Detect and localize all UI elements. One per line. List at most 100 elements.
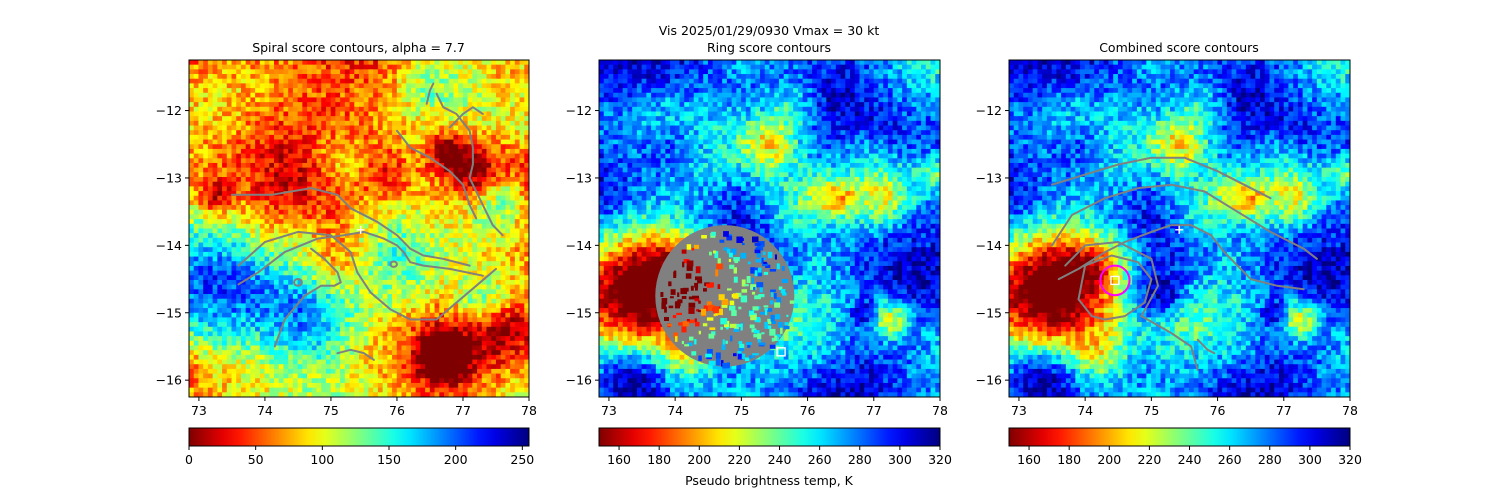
panel-3-title: Combined score contours — [1099, 40, 1259, 55]
ring-speckle — [767, 318, 772, 325]
colorbar-tick-label: 200 — [687, 452, 711, 467]
ring-speckle — [688, 302, 696, 308]
ring-speckle — [758, 342, 766, 346]
ring-speckle — [703, 305, 708, 312]
colorbar-tick-label: 220 — [727, 452, 751, 467]
x-tick-label: 76 — [1210, 403, 1226, 418]
x-tick-label: 75 — [323, 403, 339, 418]
ring-speckle — [738, 348, 745, 352]
ring-speckle — [722, 362, 727, 369]
ring-speckle — [776, 263, 780, 270]
ring-speckle — [786, 314, 789, 317]
panel-2-title: Ring score contours — [707, 40, 831, 55]
ring-speckle — [740, 295, 748, 303]
ring-speckle — [740, 252, 747, 259]
ring-speckle — [686, 265, 693, 271]
ring-speckle — [749, 324, 755, 329]
axes-frame — [188, 59, 530, 398]
ring-speckle — [766, 308, 773, 312]
ring-speckle — [746, 276, 751, 283]
ring-speckle — [769, 328, 776, 336]
y-tick-label: −14 — [976, 238, 1002, 253]
ring-speckle — [716, 263, 723, 270]
ring-speckle — [776, 297, 782, 304]
colorbar-tick-label: 0 — [185, 452, 193, 467]
ring-speckle — [694, 318, 697, 323]
ring-speckle — [757, 267, 762, 273]
ring-speckle — [762, 262, 768, 267]
ring-speckle — [729, 300, 735, 306]
center-circle — [1099, 264, 1131, 297]
ring-speckle — [695, 284, 698, 291]
colorbar — [598, 427, 941, 447]
ring-speckle — [754, 317, 761, 323]
ring-speckle — [717, 284, 721, 289]
ring-speckle — [712, 306, 719, 314]
ring-speckle — [770, 314, 775, 322]
ring-speckle — [729, 305, 736, 311]
x-tick-label: 75 — [1143, 403, 1159, 418]
contour-line — [237, 230, 497, 321]
ring-speckle — [683, 259, 690, 264]
ring-speckle — [687, 342, 693, 347]
contour-line — [230, 187, 471, 267]
x-tick-label: 74 — [667, 403, 683, 418]
ring-speckle — [733, 329, 740, 332]
ring-speckle — [781, 266, 785, 271]
colorbar-tick-label: 180 — [647, 452, 671, 467]
ring-speckle — [741, 353, 746, 360]
y-tick-label: −15 — [156, 305, 182, 320]
ring-speckle — [759, 285, 763, 293]
axes-frame — [598, 59, 941, 398]
ring-speckle — [774, 254, 777, 260]
ring-speckle — [736, 236, 743, 243]
ring-speckle — [670, 296, 674, 299]
ring-speckle — [706, 317, 714, 321]
ring-speckle — [721, 300, 729, 305]
ring-speckle — [769, 344, 776, 349]
ring-speckle — [708, 333, 715, 339]
contour-line — [1196, 338, 1216, 355]
y-tick-label: −16 — [976, 373, 1002, 388]
ring-speckle — [681, 249, 687, 254]
spiral-score-panel: 73 74 75 76 77 78 −12 −13 −14 −15 −16 0 50 100 150 200 2… — [156, 59, 537, 467]
ring-speckle — [660, 292, 664, 297]
ring-speckle — [789, 300, 795, 304]
colorbar-tick-label: 280 — [848, 452, 872, 467]
ring-speckle — [778, 286, 783, 290]
ring-speckle — [700, 308, 707, 316]
ring-speckle — [765, 264, 771, 268]
colorbar-2-label: Pseudo brightness temp, K — [685, 473, 854, 488]
ring-speckle — [748, 355, 753, 359]
y-tick-label: −14 — [566, 238, 592, 253]
colorbar-tick-label: 240 — [768, 452, 792, 467]
ring-speckle — [726, 235, 733, 241]
ring-speckle — [706, 349, 713, 356]
colorbar-tick-label: 150 — [377, 452, 401, 467]
y-tick-label: −15 — [976, 305, 1002, 320]
ring-speckle — [718, 294, 725, 301]
contour-line — [273, 247, 342, 348]
ring-speckle — [719, 239, 725, 243]
y-tick-label: −12 — [976, 103, 1002, 118]
ring-speckle — [751, 291, 756, 295]
ring-speckle — [747, 261, 751, 265]
ring-speckle — [751, 277, 754, 284]
ring-speckle — [687, 319, 695, 324]
ring-speckle — [721, 303, 728, 308]
ring-speckle — [771, 321, 777, 324]
ring-speckle — [756, 269, 762, 277]
ring-speckle — [734, 259, 738, 264]
ring-speckle — [752, 306, 759, 311]
y-tick-label: −16 — [566, 373, 592, 388]
colorbar-tick-label: 160 — [607, 452, 631, 467]
colorbar-tick-label: 320 — [1338, 452, 1362, 467]
ring-speckle — [746, 342, 752, 345]
ring-speckle — [664, 306, 667, 313]
axes-frame — [1008, 59, 1351, 398]
colorbar-tick-label: 260 — [1218, 452, 1242, 467]
ring-speckle — [737, 353, 744, 360]
ring-speckle — [695, 321, 700, 327]
colorbar-tick-label: 300 — [888, 452, 912, 467]
ring-speckle — [763, 271, 769, 275]
